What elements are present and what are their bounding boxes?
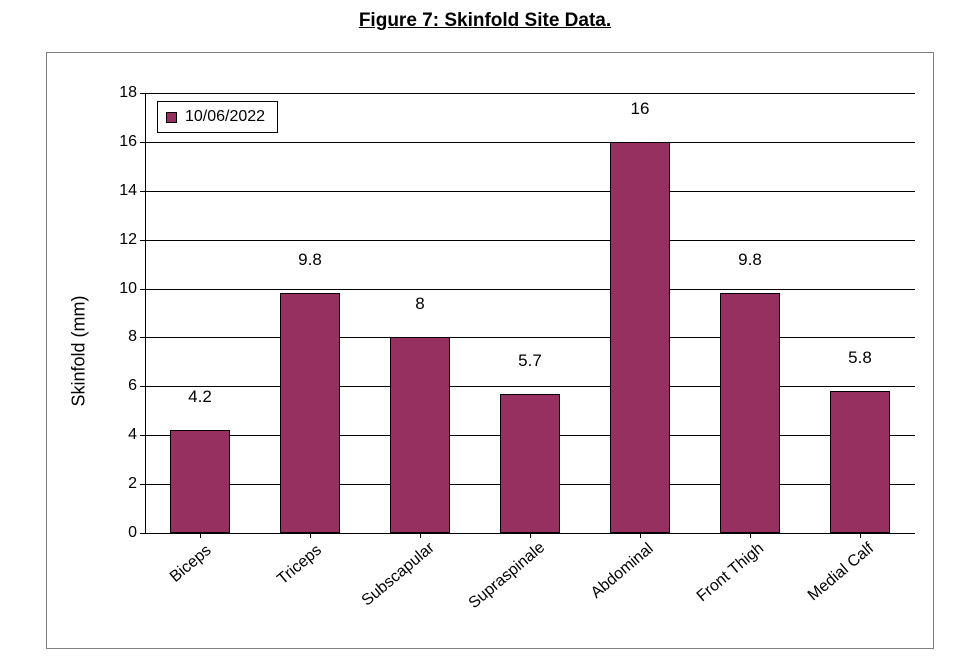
y-tick-mark — [140, 191, 145, 192]
bar — [500, 394, 561, 533]
y-tick-label: 12 — [97, 231, 137, 249]
y-tick-label: 6 — [97, 377, 137, 395]
y-tick-label: 2 — [97, 475, 137, 493]
value-label: 16 — [631, 99, 650, 119]
x-tick-label: Biceps — [182, 530, 230, 575]
y-tick-label: 8 — [97, 328, 137, 346]
value-label: 9.8 — [298, 250, 322, 270]
value-label: 5.7 — [518, 351, 542, 371]
y-tick-label: 16 — [97, 133, 137, 151]
gridline — [145, 386, 915, 387]
bar — [610, 142, 671, 533]
gridline — [145, 337, 915, 338]
y-tick-label: 4 — [97, 426, 137, 444]
gridline — [145, 142, 915, 143]
y-tick-mark — [140, 386, 145, 387]
y-axis-label: Skinfold (mm) — [69, 295, 90, 406]
x-tick-label: Triceps — [290, 528, 341, 575]
y-tick-mark — [140, 484, 145, 485]
value-label: 8 — [415, 294, 424, 314]
y-tick-mark — [140, 93, 145, 94]
legend-label: 10/06/2022 — [185, 108, 265, 126]
y-tick-mark — [140, 142, 145, 143]
x-tick-mark — [640, 533, 641, 538]
x-tick-mark — [200, 533, 201, 538]
x-tick-mark — [310, 533, 311, 538]
plot-area: 0246810121416184.2Biceps9.8Triceps8Subsc… — [145, 93, 915, 533]
value-label: 9.8 — [738, 250, 762, 270]
gridline — [145, 191, 915, 192]
y-tick-label: 10 — [97, 280, 137, 298]
bar — [280, 293, 341, 533]
gridline — [145, 240, 915, 241]
x-tick-mark — [530, 533, 531, 538]
bar — [390, 337, 451, 533]
bar — [170, 430, 231, 533]
legend-swatch — [166, 112, 177, 123]
y-tick-label: 14 — [97, 182, 137, 200]
y-tick-mark — [140, 533, 145, 534]
y-tick-label: 0 — [97, 524, 137, 542]
y-tick-mark — [140, 289, 145, 290]
bar — [720, 293, 781, 533]
x-tick-mark — [750, 533, 751, 538]
y-tick-mark — [140, 337, 145, 338]
legend: 10/06/2022 — [157, 101, 278, 133]
figure-title: Figure 7: Skinfold Site Data. — [0, 0, 970, 40]
y-tick-mark — [140, 240, 145, 241]
y-tick-label: 18 — [97, 84, 137, 102]
value-label: 4.2 — [188, 387, 212, 407]
y-tick-mark — [140, 435, 145, 436]
chart-frame: Skinfold (mm) 0 2 4 6 8 10 12 14 16 18 4.2 Biceps 9.… — [46, 52, 934, 649]
y-axis-line — [145, 93, 146, 533]
x-tick-mark — [860, 533, 861, 538]
gridline — [145, 289, 915, 290]
chart-container: Figure 7: Skinfold Site Data. Skinfold (… — [0, 0, 970, 667]
gridline — [145, 93, 915, 94]
value-label: 5.8 — [848, 348, 872, 368]
x-tick-mark — [420, 533, 421, 538]
bar — [830, 391, 891, 533]
